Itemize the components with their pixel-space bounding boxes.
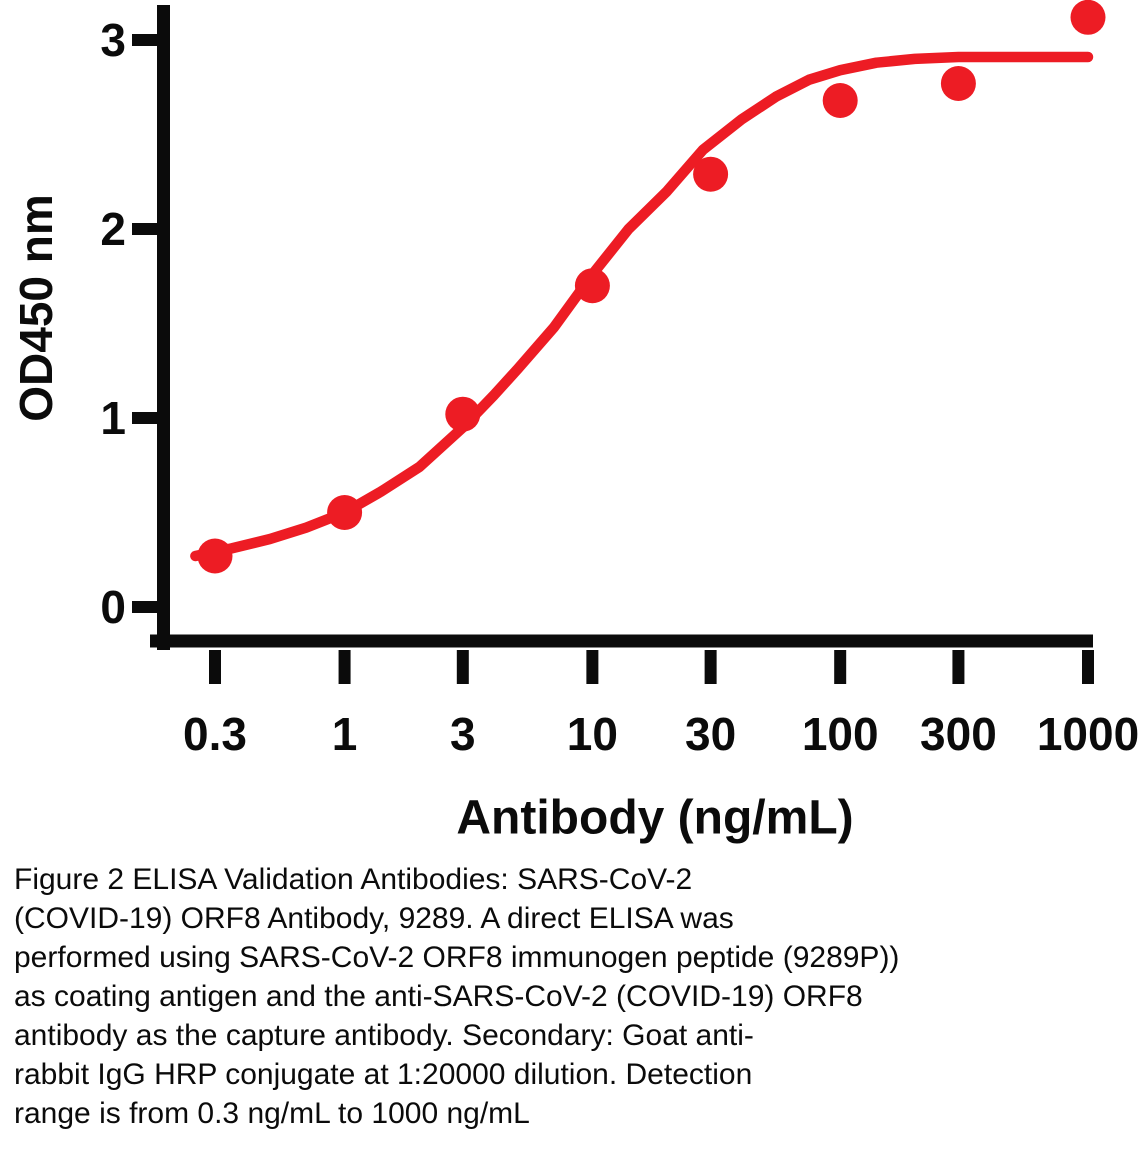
y-tick-label: 3	[100, 14, 126, 66]
caption-line: antibody as the capture antibody. Second…	[14, 1019, 754, 1052]
caption-line: range is from 0.3 ng/mL to 1000 ng/mL	[14, 1097, 530, 1130]
data-point	[693, 156, 729, 192]
x-tick-label: 1000	[1037, 708, 1139, 760]
figure-caption: Figure 2 ELISA Validation Antibodies: SA…	[14, 860, 899, 1133]
caption-line: (COVID-19) ORF8 Antibody, 9289. A direct…	[14, 902, 734, 935]
x-tick-label: 0.3	[183, 708, 247, 760]
x-axis-title: Antibody (ng/mL)	[456, 791, 854, 845]
x-tick-label: 100	[802, 708, 879, 760]
x-tick-label: 1	[332, 708, 358, 760]
x-tick-label: 300	[920, 708, 997, 760]
data-point	[822, 83, 858, 118]
x-tick-label: 3	[450, 708, 476, 760]
fit-curve	[190, 51, 1094, 562]
caption-line: Figure 2 ELISA Validation Antibodies: SA…	[14, 863, 693, 896]
data-point	[574, 268, 610, 304]
x-tick-label: 10	[567, 708, 618, 760]
data-point	[940, 66, 976, 101]
caption-line: performed using SARS-CoV-2 ORF8 immunoge…	[14, 941, 900, 974]
data-point	[445, 396, 481, 432]
y-tick-label: 0	[100, 581, 126, 633]
data-point	[197, 538, 233, 574]
y-tick-label: 1	[100, 392, 126, 444]
data-point	[327, 495, 363, 530]
y-tick-label: 2	[100, 203, 126, 255]
x-tick-label: 30	[685, 708, 736, 760]
caption-line: as coating antigen and the anti-SARS-CoV…	[14, 980, 863, 1013]
data-point	[1070, 0, 1106, 35]
caption-line: rabbit IgG HRP conjugate at 1:20000 dilu…	[14, 1058, 753, 1091]
elisa-dose-response-chart: 0.3 1 3 10 30 100 300 1000 0 1 2 3	[100, 0, 1139, 760]
y-axis-title: OD450 nm	[10, 194, 62, 422]
